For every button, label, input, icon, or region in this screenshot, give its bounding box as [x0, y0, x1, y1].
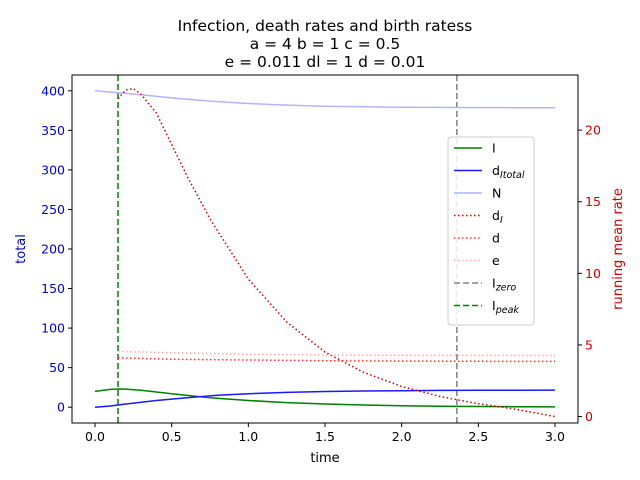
x-axis-ticks: 0.0 0.5 1.0 1.5 2.0 2.5 3.0 [85, 423, 565, 444]
x-tick-label: 2.5 [468, 429, 488, 444]
right-y-tick-label: 20 [585, 123, 601, 138]
series-n-line [94, 90, 555, 109]
right-y-tick-label: 0 [585, 409, 593, 424]
left-y-tick-label: 300 [41, 162, 65, 177]
x-axis-label: time [310, 451, 339, 466]
left-y-tick-label: 200 [41, 242, 65, 257]
series-i-line [94, 388, 556, 408]
x-tick-label: 1.5 [315, 429, 335, 444]
series-d-line [117, 357, 556, 363]
right-y-tick-label: 15 [585, 194, 601, 209]
right-y-tick-label: 5 [585, 337, 593, 352]
legend-entry: I [454, 141, 496, 156]
legend-entry: e [454, 253, 500, 268]
left-y-tick-label: 250 [41, 202, 65, 217]
legend-label: dItotal [492, 163, 525, 181]
legend-label: Ipeak [492, 298, 519, 316]
legend-entry: Ipeak [454, 298, 519, 316]
left-y-tick-label: 0 [57, 400, 65, 415]
legend-entry: dI [454, 208, 503, 226]
x-tick-label: 2.0 [392, 429, 412, 444]
chart-title: Infection, death rates and birth ratess … [178, 17, 473, 71]
legend-entry: dItotal [454, 163, 525, 181]
left-y-tick-label: 400 [41, 83, 65, 98]
left-y-axis-ticks: 0 50 100 150 200 250 300 350 400 [41, 83, 72, 415]
x-tick-label: 0.5 [162, 429, 182, 444]
legend-box [447, 136, 535, 326]
left-y-axis-label: total [14, 234, 29, 264]
x-tick-label: 1.0 [238, 429, 258, 444]
title-line-2: a = 4 b = 1 c = 0.5 [250, 35, 401, 53]
plot-series [94, 87, 556, 418]
legend-label: e [492, 253, 500, 268]
left-y-tick-label: 50 [49, 360, 65, 375]
x-tick-label: 0.0 [85, 429, 105, 444]
series-e-line [117, 350, 556, 357]
left-y-tick-label: 350 [41, 123, 65, 138]
legend-label: dI [492, 208, 503, 226]
x-tick-label: 3.0 [545, 429, 565, 444]
legend-label: N [492, 186, 501, 201]
right-y-axis-label: running mean rate [611, 188, 626, 310]
legend-entry: N [454, 186, 501, 201]
legend-label: d [492, 231, 500, 246]
left-y-tick-label: 150 [41, 281, 65, 296]
reference-lines [117, 75, 458, 423]
title-line-3: e = 0.011 dl = 1 d = 0.01 [225, 53, 426, 71]
legend-label: Izero [492, 276, 516, 294]
legend-label: I [492, 141, 496, 156]
series-d-itotal-line [94, 389, 556, 408]
right-y-tick-label: 10 [585, 266, 601, 281]
legend-entry: Izero [454, 276, 516, 294]
title-line-1: Infection, death rates and birth ratess [178, 17, 473, 35]
legend-entry: d [454, 231, 500, 246]
left-y-tick-label: 100 [41, 321, 65, 336]
right-y-axis-ticks: 0 5 10 15 20 [578, 123, 601, 424]
